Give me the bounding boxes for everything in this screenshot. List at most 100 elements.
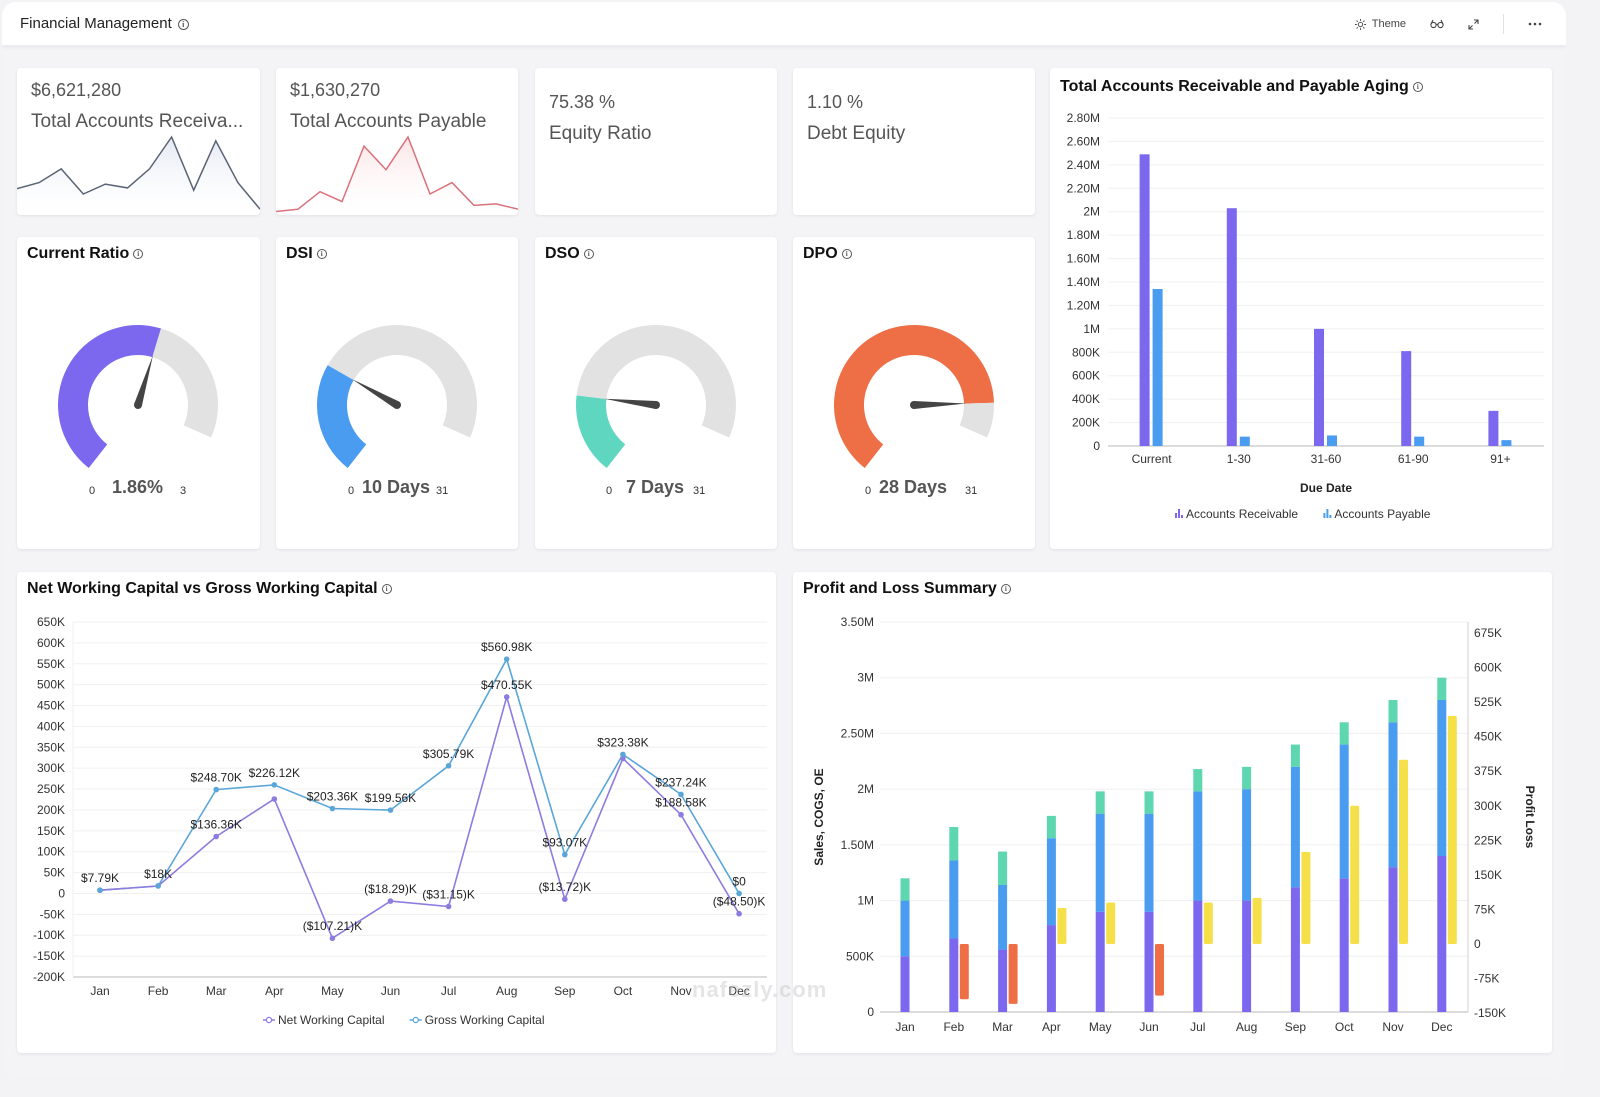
data-point — [213, 833, 219, 840]
sparkline-ar — [17, 135, 260, 215]
dashboard-frame: Financial Management i Theme $6,621,280 T… — [2, 2, 1566, 1074]
gauge-min-label: 0 — [348, 485, 355, 497]
y-tick-label: 2M — [1083, 205, 1100, 219]
y2-tick-label: 300K — [1474, 799, 1502, 813]
bar-profit — [1203, 902, 1213, 944]
data-label: ($13.72)K — [538, 880, 591, 894]
info-icon[interactable]: i — [841, 248, 852, 259]
bar-cogs — [1144, 813, 1154, 912]
data-label: $323.38K — [597, 735, 648, 749]
info-icon[interactable]: i — [1000, 583, 1011, 594]
x-tick-label: May — [321, 984, 344, 998]
kpi-card-debt-equity[interactable]: 1.10 % Debt Equity — [793, 68, 1035, 215]
x-tick-label: Jun — [381, 984, 400, 998]
chart-title: Profit and Loss Summary — [803, 580, 997, 597]
chart-title: Total Accounts Receivable and Payable Ag… — [1060, 78, 1409, 95]
glasses-icon[interactable] — [1430, 19, 1444, 29]
info-icon[interactable]: i — [583, 248, 594, 259]
gauge-card-dso[interactable]: DSO i 0 7 Days 31 — [535, 237, 777, 549]
kpi-card-total-ap[interactable]: $1,630,270 Total Accounts Payable — [276, 68, 518, 215]
x-tick-label: Oct — [614, 984, 633, 998]
gauge-needle — [134, 355, 153, 407]
data-point — [562, 896, 568, 903]
y-tick-label: 2.40M — [1067, 158, 1100, 172]
aging-chart-card: Total Accounts Receivable and Payable Ag… — [1050, 68, 1552, 549]
sparkline-line — [276, 135, 518, 213]
kpi-card-total-ar[interactable]: $6,621,280 Total Accounts Receiva... — [17, 68, 260, 215]
bar-sales — [1388, 700, 1398, 723]
legend-icon — [412, 1016, 419, 1024]
sun-icon — [1354, 18, 1366, 30]
y-tick-label: 0 — [1093, 439, 1100, 453]
data-label: $203.36K — [307, 790, 358, 804]
bar-sales — [1193, 769, 1203, 792]
dashboard-title: Financial Management i — [20, 15, 189, 32]
bar-cogs — [1242, 789, 1252, 901]
data-label: $0 — [732, 874, 746, 888]
y-tick-label: 3.50M — [841, 615, 874, 629]
kpi-value: 1.10 % — [807, 92, 864, 112]
bar-loss — [1155, 944, 1164, 996]
sparkline-line — [17, 135, 260, 210]
y-tick-label: 0 — [58, 886, 65, 900]
kpi-card-equity-ratio[interactable]: 75.38 % Equity Ratio — [535, 68, 777, 215]
info-icon[interactable]: i — [381, 583, 392, 594]
bar-sales — [1339, 722, 1349, 745]
info-icon[interactable]: i — [133, 248, 144, 259]
gauge-needle — [913, 401, 966, 409]
gauge-card-dpo[interactable]: DPO i 0 28 Days 31 — [793, 237, 1035, 549]
legend-label: Accounts Receivable — [1186, 507, 1298, 521]
data-label: $226.12K — [249, 766, 300, 780]
gauge-value: 1.86% — [112, 477, 164, 497]
bar-oe — [1193, 900, 1203, 1012]
profit-loss-bar-chart: 0 500K 1M 1.50M 2M 2.50M 3M 3.50M -150K -75K 0 75K 1… — [812, 615, 1537, 1034]
y-tick-label: 400K — [1072, 392, 1100, 406]
x-tick-label: Nov — [1382, 1020, 1403, 1034]
data-point — [155, 883, 161, 889]
x-tick-label: Current — [1132, 452, 1173, 466]
bar-accounts-payable — [1327, 435, 1337, 446]
bar-accounts-payable — [1152, 289, 1163, 446]
data-label: ($107.21)K — [303, 919, 362, 933]
y-tick-label: 600K — [1072, 369, 1100, 383]
gauge-title: DSI — [286, 245, 313, 262]
gauge-needle-hub — [910, 401, 918, 409]
series-line-gross-working-capital — [99, 657, 740, 894]
gauge-min-label: 0 — [606, 485, 613, 497]
x-tick-label: 1-30 — [1227, 452, 1251, 466]
y-tick-label: 200K — [1072, 416, 1100, 430]
info-icon[interactable]: i — [177, 18, 189, 30]
bar-oe — [1290, 887, 1300, 1012]
x-tick-label: May — [1089, 1020, 1112, 1034]
data-point — [445, 762, 452, 769]
header-divider — [1503, 14, 1504, 34]
bar-sales — [1046, 815, 1056, 839]
x-tick-label: 91+ — [1490, 452, 1510, 466]
info-icon[interactable]: i — [1412, 81, 1423, 92]
theme-button[interactable]: Theme — [1354, 18, 1406, 30]
data-label: $237.24K — [655, 775, 706, 789]
info-icon[interactable]: i — [316, 248, 327, 259]
x-tick-label: Sep — [554, 984, 576, 998]
y-tick-label: 450K — [37, 699, 65, 713]
bar-cogs — [1095, 813, 1105, 912]
bar-sales — [1290, 744, 1300, 767]
x-tick-label: 31-60 — [1311, 452, 1342, 466]
data-label: $248.70K — [191, 771, 242, 785]
more-icon[interactable] — [1528, 22, 1542, 26]
gauge-card-dsi[interactable]: DSI i 0 10 Days 31 — [276, 237, 518, 549]
y-tick-label: 1.60M — [1067, 252, 1100, 266]
bar-cogs — [900, 900, 910, 957]
gauge-card-current-ratio[interactable]: Current Ratio i 0 1.86% 3 — [17, 237, 260, 549]
expand-icon[interactable] — [1468, 18, 1479, 30]
data-point — [562, 851, 568, 858]
x-tick-label: Jan — [895, 1020, 914, 1034]
data-point — [213, 786, 219, 793]
y-tick-label: 350K — [37, 740, 65, 754]
bar-sales — [998, 851, 1008, 885]
y-axis-title: Sales, COGS, OE — [812, 768, 826, 865]
x-tick-label: Jun — [1139, 1020, 1158, 1034]
bar-profit — [1252, 897, 1262, 944]
data-label: $188.58K — [655, 796, 706, 810]
y-tick-label: 1.40M — [1067, 275, 1100, 289]
